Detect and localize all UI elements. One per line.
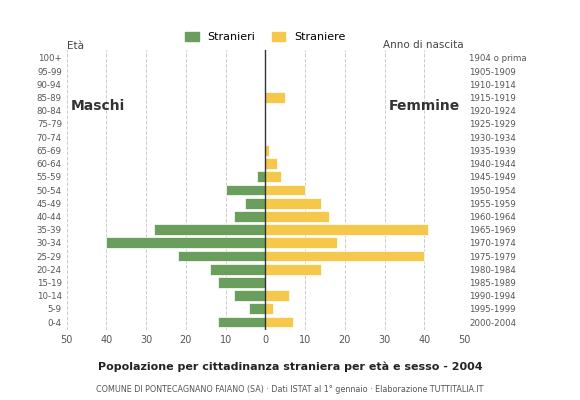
Bar xyxy=(266,184,305,196)
Bar xyxy=(266,224,428,235)
Bar xyxy=(266,290,289,301)
Bar xyxy=(218,317,266,328)
Bar xyxy=(234,211,266,222)
Bar xyxy=(266,238,337,248)
Text: Femmine: Femmine xyxy=(389,99,460,113)
Bar xyxy=(178,251,266,262)
Bar xyxy=(266,264,321,275)
Legend: Stranieri, Straniere: Stranieri, Straniere xyxy=(181,28,350,47)
Text: COMUNE DI PONTECAGNANO FAIANO (SA) · Dati ISTAT al 1° gennaio · Elaborazione TUT: COMUNE DI PONTECAGNANO FAIANO (SA) · Dat… xyxy=(96,385,484,394)
Bar xyxy=(249,304,266,314)
Bar xyxy=(266,92,285,103)
Bar xyxy=(245,198,266,209)
Bar xyxy=(266,317,293,328)
Bar xyxy=(210,264,266,275)
Text: Età: Età xyxy=(67,41,84,51)
Bar xyxy=(107,238,266,248)
Bar xyxy=(234,290,266,301)
Bar xyxy=(266,198,321,209)
Bar xyxy=(266,145,269,156)
Bar xyxy=(266,158,277,169)
Text: Anno di nascita: Anno di nascita xyxy=(383,40,464,50)
Bar xyxy=(258,171,266,182)
Bar xyxy=(154,224,266,235)
Bar xyxy=(218,277,266,288)
Bar xyxy=(266,171,281,182)
Bar xyxy=(266,304,273,314)
Bar xyxy=(226,184,266,196)
Bar xyxy=(266,211,329,222)
Text: Maschi: Maschi xyxy=(71,99,125,113)
Text: Popolazione per cittadinanza straniera per età e sesso - 2004: Popolazione per cittadinanza straniera p… xyxy=(97,362,483,372)
Bar xyxy=(266,251,425,262)
